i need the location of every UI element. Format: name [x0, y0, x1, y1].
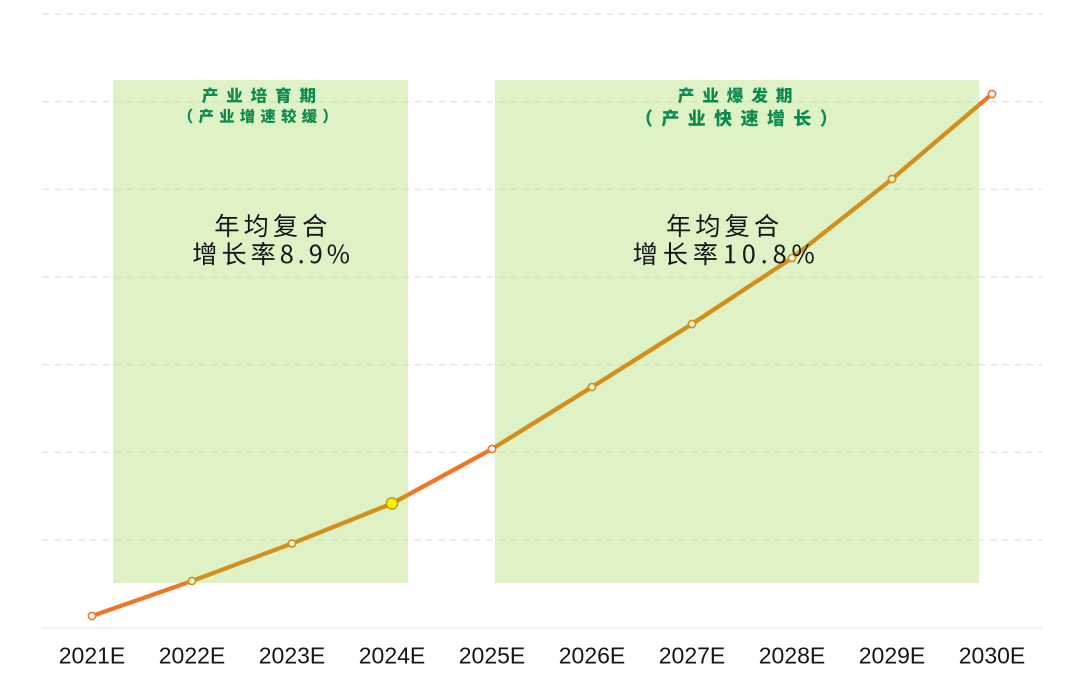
svg-text:2027E: 2027E — [659, 643, 726, 669]
svg-text:2024E: 2024E — [359, 643, 426, 669]
svg-text:2022E: 2022E — [159, 643, 226, 669]
svg-text:2028E: 2028E — [759, 643, 826, 669]
svg-text:2023E: 2023E — [259, 643, 326, 669]
svg-text:2030E: 2030E — [959, 643, 1026, 669]
svg-text:2025E: 2025E — [459, 643, 526, 669]
svg-text:2029E: 2029E — [859, 643, 926, 669]
svg-text:2021E: 2021E — [59, 643, 126, 669]
svg-text:2026E: 2026E — [559, 643, 626, 669]
